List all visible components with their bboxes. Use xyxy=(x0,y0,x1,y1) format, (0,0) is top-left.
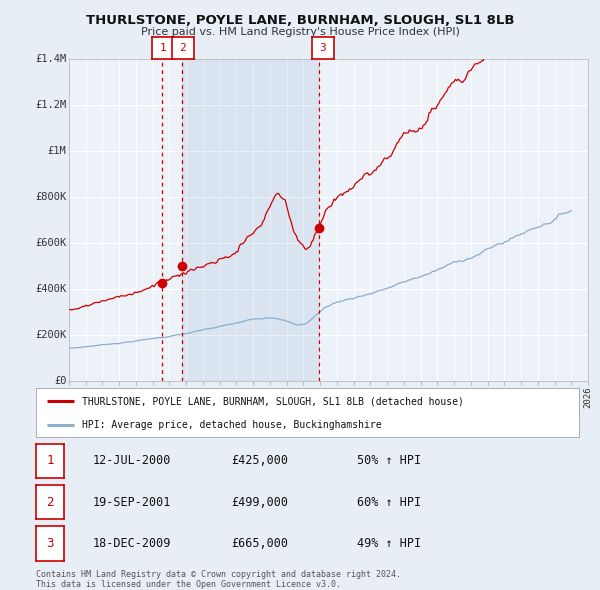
Bar xyxy=(182,59,319,381)
Text: This data is licensed under the Open Government Licence v3.0.: This data is licensed under the Open Gov… xyxy=(36,579,341,589)
Text: 19-SEP-2001: 19-SEP-2001 xyxy=(93,496,172,509)
Text: 1: 1 xyxy=(46,454,53,467)
Text: 18-DEC-2009: 18-DEC-2009 xyxy=(93,537,172,550)
Text: HPI: Average price, detached house, Buckinghamshire: HPI: Average price, detached house, Buck… xyxy=(82,419,382,430)
Text: £0: £0 xyxy=(54,376,67,385)
Text: 3: 3 xyxy=(46,537,53,550)
Text: THURLSTONE, POYLE LANE, BURNHAM, SLOUGH, SL1 8LB: THURLSTONE, POYLE LANE, BURNHAM, SLOUGH,… xyxy=(86,14,514,27)
Text: 49% ↑ HPI: 49% ↑ HPI xyxy=(357,537,421,550)
Text: £400K: £400K xyxy=(35,284,67,294)
Text: Contains HM Land Registry data © Crown copyright and database right 2024.: Contains HM Land Registry data © Crown c… xyxy=(36,570,401,579)
Text: £499,000: £499,000 xyxy=(231,496,288,509)
Text: £600K: £600K xyxy=(35,238,67,248)
Text: 50% ↑ HPI: 50% ↑ HPI xyxy=(357,454,421,467)
Text: Price paid vs. HM Land Registry's House Price Index (HPI): Price paid vs. HM Land Registry's House … xyxy=(140,28,460,37)
Text: £1.2M: £1.2M xyxy=(35,100,67,110)
Text: £665,000: £665,000 xyxy=(231,537,288,550)
Text: £425,000: £425,000 xyxy=(231,454,288,467)
Text: 12-JUL-2000: 12-JUL-2000 xyxy=(93,454,172,467)
Text: £1M: £1M xyxy=(47,146,67,156)
Text: 3: 3 xyxy=(319,43,326,53)
Text: £200K: £200K xyxy=(35,330,67,340)
Text: £800K: £800K xyxy=(35,192,67,202)
Text: 1: 1 xyxy=(160,43,166,53)
Text: 60% ↑ HPI: 60% ↑ HPI xyxy=(357,496,421,509)
Text: THURLSTONE, POYLE LANE, BURNHAM, SLOUGH, SL1 8LB (detached house): THURLSTONE, POYLE LANE, BURNHAM, SLOUGH,… xyxy=(82,396,464,407)
Text: £1.4M: £1.4M xyxy=(35,54,67,64)
Text: 2: 2 xyxy=(179,43,187,53)
Text: 2: 2 xyxy=(46,496,53,509)
